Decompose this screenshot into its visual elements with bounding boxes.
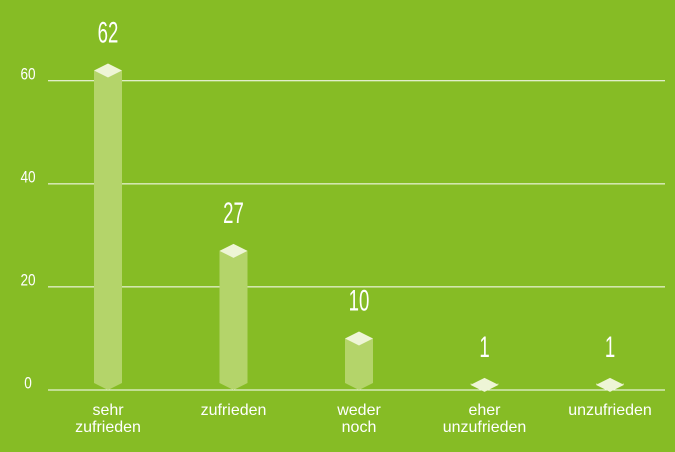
value-label: 1 [479, 330, 489, 364]
value-label: 10 [349, 284, 370, 318]
bar [94, 70, 122, 390]
bar [345, 338, 373, 390]
value-label: 62 [98, 16, 119, 50]
y-tick-label: 40 [20, 168, 35, 187]
value-label: 27 [223, 196, 244, 230]
bar-top [345, 331, 373, 346]
y-tick-label: 0 [24, 374, 32, 393]
x-tick-label: weder noch [337, 402, 381, 436]
bar-top [596, 377, 624, 392]
x-tick-label: unzufrieden [568, 402, 652, 419]
bar-top [94, 63, 122, 78]
x-tick-label: eher unzufrieden [442, 402, 527, 436]
value-label: 1 [605, 330, 615, 364]
bar-top [219, 243, 248, 258]
bar-top [470, 377, 499, 392]
x-tick-label: sehr zufrieden [75, 402, 141, 436]
y-tick-label: 20 [20, 271, 35, 290]
y-tick-label: 60 [20, 65, 35, 84]
bar [219, 250, 248, 390]
x-tick-label: zufrieden [200, 402, 267, 419]
